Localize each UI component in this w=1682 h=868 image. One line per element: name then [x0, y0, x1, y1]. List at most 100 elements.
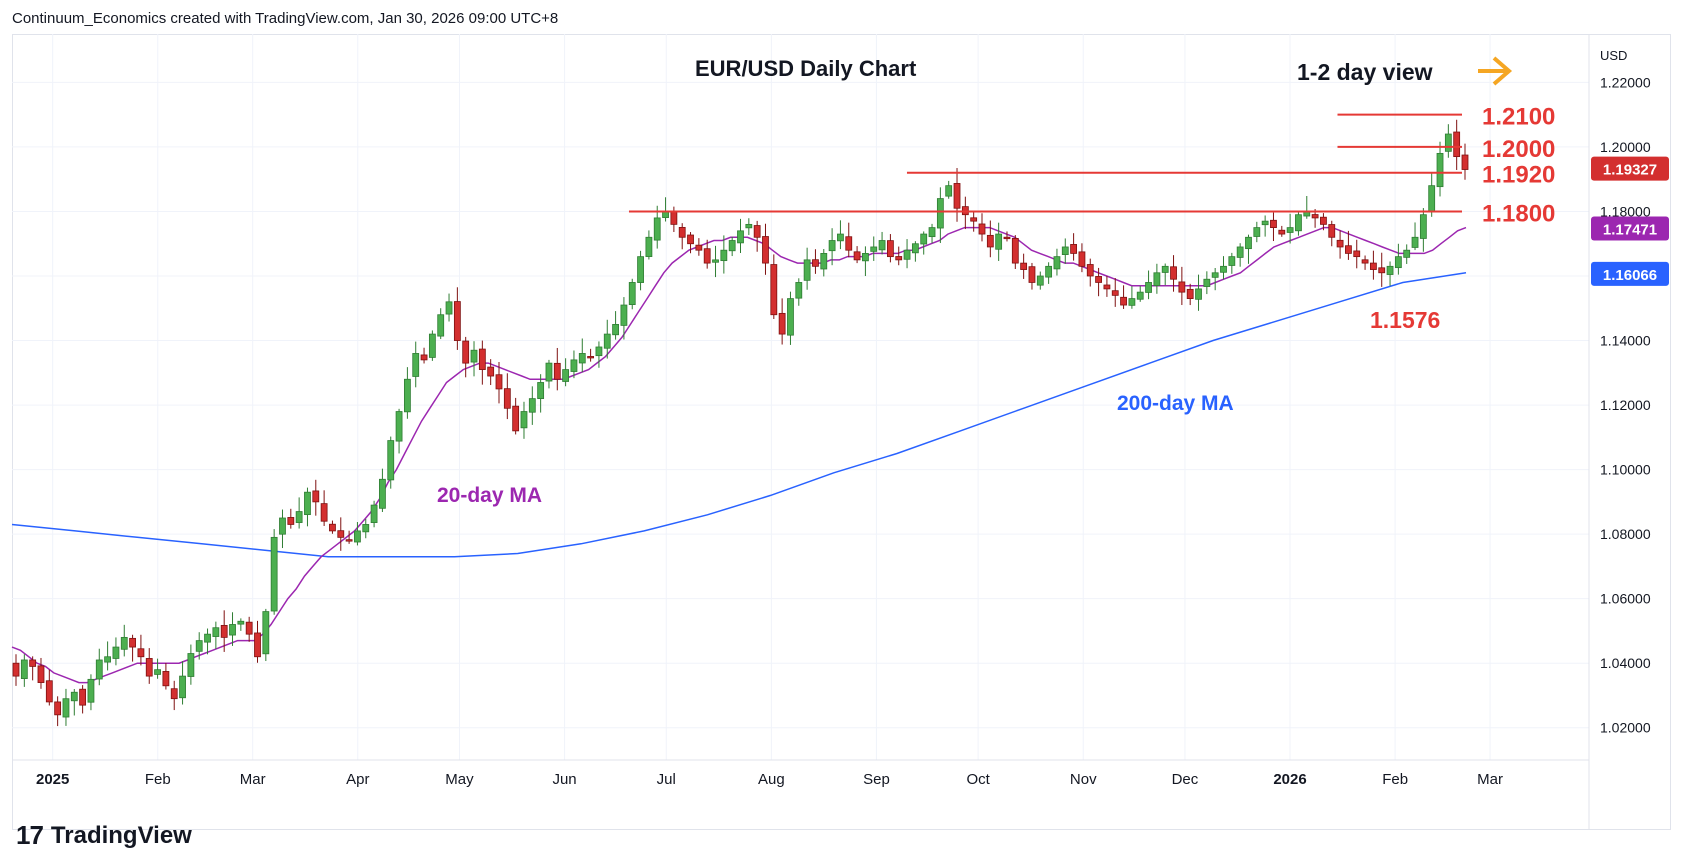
- candle-up: [620, 304, 628, 326]
- candle-up: [928, 227, 936, 238]
- candle-down: [553, 362, 561, 380]
- candle-up: [212, 627, 220, 637]
- ma200-annotation: 200-day MA: [1117, 392, 1234, 415]
- x-tick-label: Mar: [1477, 771, 1503, 788]
- candle-down: [1186, 288, 1194, 299]
- candle-up: [354, 530, 361, 543]
- candle-down: [1178, 281, 1186, 293]
- candle-down: [953, 183, 961, 209]
- candle-down: [1311, 214, 1319, 219]
- chart-title: EUR/USD Daily Chart: [695, 56, 917, 81]
- candle-up: [628, 282, 636, 305]
- candle-up: [187, 653, 195, 677]
- candle-up: [1419, 214, 1427, 239]
- candle-up: [878, 240, 886, 251]
- candle-up: [437, 314, 445, 337]
- x-tick-label: Dec: [1172, 771, 1199, 788]
- y-tick-label: 1.08000: [1600, 526, 1651, 542]
- candle-up: [395, 411, 403, 442]
- candle-down: [845, 236, 853, 251]
- candle-up: [1245, 236, 1252, 250]
- candle-down: [487, 366, 495, 377]
- candle-up: [720, 249, 728, 262]
- candle-up: [803, 259, 811, 281]
- candle-up: [1045, 265, 1053, 278]
- candle-up: [237, 620, 245, 625]
- candle-down: [778, 312, 786, 335]
- candle-up: [936, 198, 944, 229]
- candle-up: [1386, 265, 1394, 275]
- grid: [12, 34, 1589, 760]
- level-label: 1.2100: [1482, 104, 1555, 131]
- ma20-annotation: 20-day MA: [437, 484, 542, 507]
- x-tick-label: 2026: [1273, 771, 1306, 788]
- candle-up: [537, 382, 545, 399]
- candle-up: [1128, 298, 1136, 306]
- candle-up: [87, 678, 95, 703]
- candle-up: [304, 491, 311, 516]
- level-label: 1.1920: [1482, 162, 1555, 189]
- candle-up: [828, 240, 836, 252]
- candle-down: [45, 680, 53, 703]
- candle-down: [1461, 154, 1469, 170]
- candle-up: [1261, 220, 1269, 226]
- candle-up: [1053, 256, 1061, 270]
- ma200-line: [11, 272, 1467, 558]
- candle-down: [1353, 250, 1361, 258]
- candle-down: [420, 354, 428, 361]
- candle-down: [220, 624, 228, 638]
- candle-up: [1436, 152, 1444, 188]
- candle-down: [245, 621, 253, 635]
- candle-down: [1369, 262, 1377, 270]
- candle-down: [287, 517, 295, 525]
- candle-up: [562, 369, 570, 382]
- candle-down: [329, 523, 336, 532]
- candle-up: [995, 233, 1003, 250]
- candle-up: [645, 236, 653, 257]
- candle-down: [1270, 219, 1277, 229]
- candle-down: [1028, 266, 1036, 283]
- candle-up: [920, 233, 928, 245]
- y-tick-label: 1.14000: [1600, 333, 1651, 349]
- x-tick-label: Jun: [552, 771, 576, 788]
- candle-down: [137, 648, 145, 658]
- candle-up: [945, 185, 953, 197]
- candle-up: [570, 359, 578, 372]
- candle-up: [70, 691, 78, 702]
- candle-down: [320, 503, 328, 522]
- candle-up: [262, 611, 270, 655]
- candle-up: [1036, 275, 1044, 286]
- candle-up: [520, 411, 528, 429]
- candle-down: [1278, 229, 1286, 235]
- candle-down: [478, 348, 486, 370]
- candle-up: [204, 633, 211, 643]
- candle-down: [12, 662, 20, 677]
- candle-down: [1078, 251, 1086, 267]
- candle-down: [254, 632, 261, 658]
- tradingview-footer[interactable]: 17 TradingView: [16, 820, 192, 851]
- candle-up: [712, 259, 719, 263]
- price-tag: [1591, 216, 1669, 241]
- level-label: 1.1800: [1482, 200, 1555, 227]
- price-tag: [1591, 156, 1669, 181]
- candle-down: [1020, 262, 1028, 270]
- candle-up: [795, 282, 803, 299]
- candle-down: [978, 223, 986, 235]
- candle-up: [95, 659, 103, 680]
- candle-up: [1394, 256, 1402, 269]
- arrow-right-icon: [1478, 56, 1513, 86]
- x-tick-label: Jul: [657, 771, 676, 788]
- candle-down: [345, 539, 353, 542]
- candle-down: [1378, 267, 1386, 274]
- candle-up: [1211, 272, 1219, 278]
- price-tag: [1591, 261, 1669, 286]
- time-axis[interactable]: 2025 Feb Mar Apr May Jun Jul Aug Sep Oct Nov Dec 202…: [36, 771, 1503, 788]
- candle-down: [1453, 131, 1461, 158]
- price-tag-label: 1.17471: [1603, 222, 1657, 239]
- candle-up: [470, 349, 478, 363]
- candle-up: [653, 217, 661, 241]
- candle-up: [1428, 185, 1436, 212]
- tradingview-logo-icon: 17: [16, 820, 44, 850]
- candle-up: [1203, 278, 1211, 287]
